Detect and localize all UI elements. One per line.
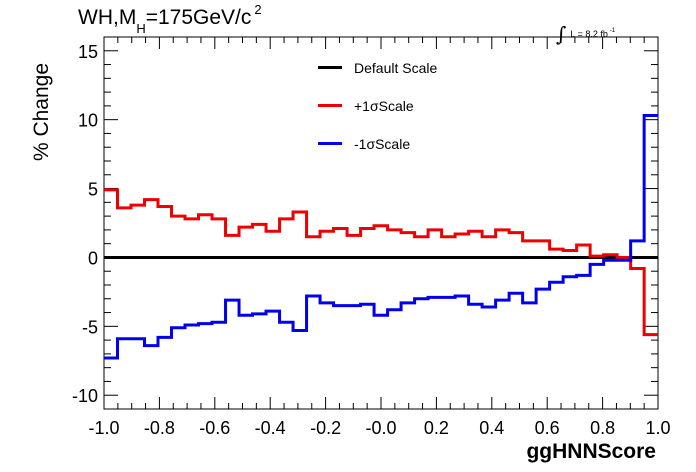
- y-tick-label: 5: [88, 180, 98, 200]
- x-tick-label: 0.2: [424, 418, 449, 438]
- x-tick-label: 0.4: [479, 418, 504, 438]
- legend-item-default: Default Scale: [318, 58, 437, 77]
- chart-title-subscript: H: [136, 21, 146, 36]
- x-tick-label: -0.0: [365, 418, 396, 438]
- y-tick-label: 0: [88, 248, 98, 268]
- x-tick-label: -0.6: [199, 418, 230, 438]
- luminosity-text: L = 8.2 fb: [570, 29, 608, 39]
- y-tick-label: 15: [78, 42, 98, 62]
- series-minus-1sigma: [104, 114, 658, 360]
- chart-title: WH,MH=175GeV/c 2: [78, 2, 262, 36]
- integral-symbol: ∫: [556, 22, 567, 46]
- y-tick-label: -10: [72, 386, 98, 406]
- legend-swatch-minus: [318, 142, 342, 145]
- legend-label-plus: +1σScale: [354, 97, 414, 114]
- legend-swatch-default: [318, 66, 342, 69]
- legend-item-plus: +1σScale: [318, 96, 437, 115]
- series-plus-1sigma: [104, 188, 658, 337]
- luminosity-superscript: -1: [609, 28, 616, 34]
- chart-title-superscript: 2: [254, 2, 262, 17]
- x-tick-label: -1.0: [88, 418, 119, 438]
- chart-title-main: WH,M: [78, 6, 137, 29]
- x-tick-label: -0.2: [310, 418, 341, 438]
- luminosity-label: ∫ L = 8.2 fb -1: [556, 18, 616, 46]
- x-tick-label: -0.4: [255, 418, 286, 438]
- x-tick-label: -0.8: [144, 418, 175, 438]
- x-tick-label: 1.0: [645, 418, 670, 438]
- legend: Default Scale +1σScale -1σScale: [318, 58, 437, 172]
- legend-label-default: Default Scale: [354, 59, 438, 76]
- x-tick-label: 0.6: [535, 418, 560, 438]
- x-tick-label: 0.8: [590, 418, 615, 438]
- legend-swatch-plus: [318, 104, 342, 107]
- chart-title-rest: =175GeV/c: [145, 6, 252, 29]
- legend-label-minus: -1σScale: [354, 135, 411, 152]
- y-tick-label: 10: [78, 111, 98, 131]
- x-axis-label: ggHNNScore: [526, 440, 656, 463]
- y-tick-label: -5: [82, 317, 98, 337]
- legend-item-minus: -1σScale: [318, 134, 437, 153]
